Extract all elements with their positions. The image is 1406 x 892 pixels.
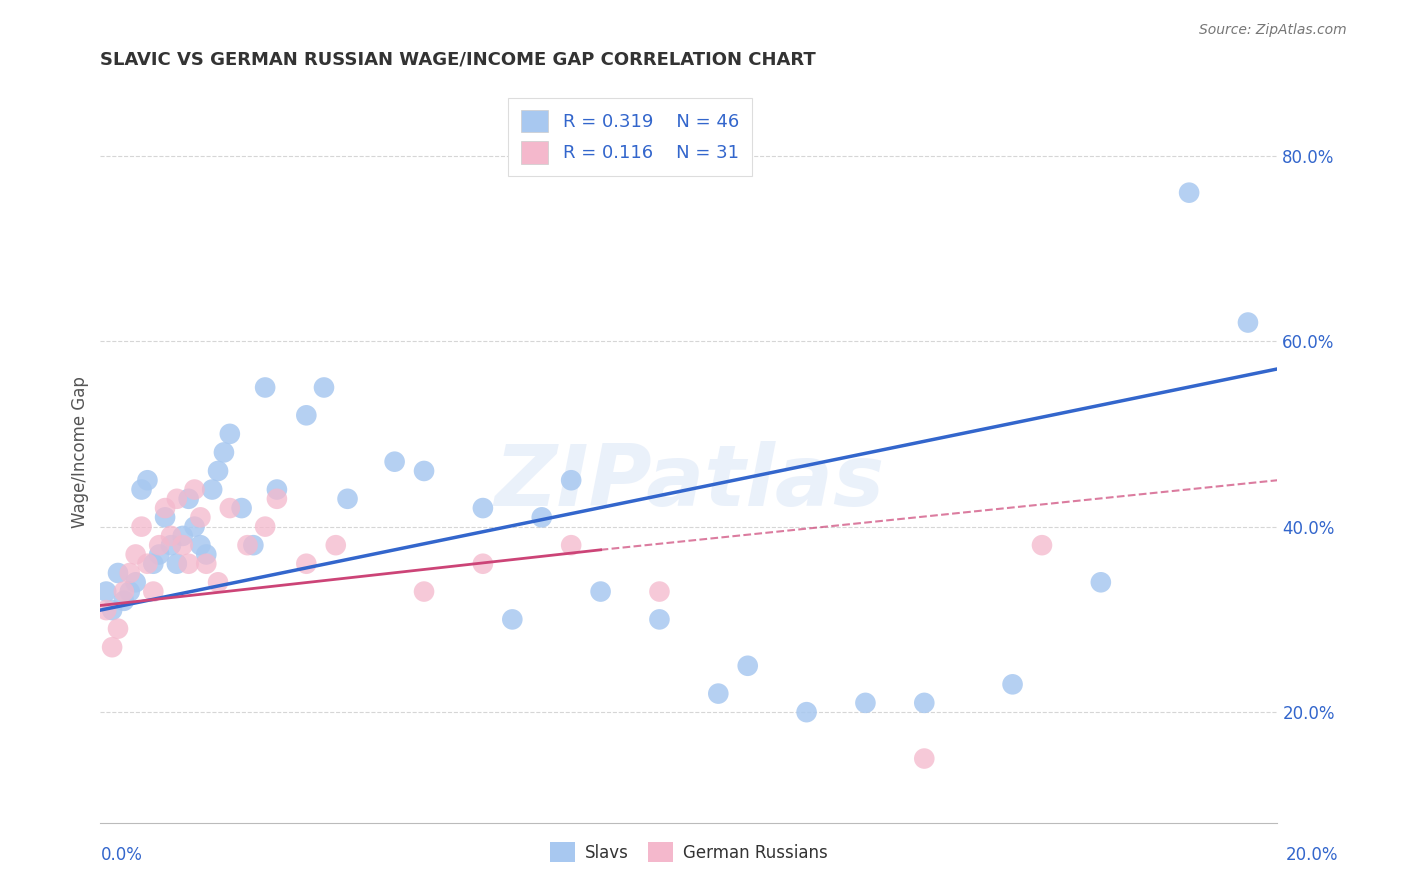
Point — [96, 584, 118, 599]
Point — [560, 538, 582, 552]
Point — [295, 557, 318, 571]
Point — [501, 612, 523, 626]
Point — [131, 519, 153, 533]
Point — [107, 622, 129, 636]
Point — [101, 640, 124, 655]
Point — [796, 705, 818, 719]
Point — [648, 584, 671, 599]
Point — [148, 548, 170, 562]
Point — [648, 612, 671, 626]
Point — [207, 575, 229, 590]
Point — [218, 426, 240, 441]
Point — [153, 501, 176, 516]
Point — [471, 557, 494, 571]
Point — [912, 696, 935, 710]
Text: Source: ZipAtlas.com: Source: ZipAtlas.com — [1199, 23, 1347, 37]
Point — [231, 501, 253, 516]
Point — [160, 529, 183, 543]
Point — [118, 584, 141, 599]
Point — [471, 501, 494, 516]
Point — [153, 510, 176, 524]
Point — [560, 473, 582, 487]
Point — [107, 566, 129, 580]
Y-axis label: Wage/Income Gap: Wage/Income Gap — [72, 376, 89, 528]
Point — [183, 519, 205, 533]
Point — [1031, 538, 1053, 552]
Legend: R = 0.319    N = 46, R = 0.116    N = 31: R = 0.319 N = 46, R = 0.116 N = 31 — [509, 98, 752, 176]
Point — [142, 584, 165, 599]
Point — [254, 519, 277, 533]
Point — [236, 538, 259, 552]
Point — [254, 380, 277, 394]
Point — [1090, 575, 1112, 590]
Point — [118, 566, 141, 580]
Point — [160, 538, 183, 552]
Point — [131, 483, 153, 497]
Point — [413, 464, 436, 478]
Point — [148, 538, 170, 552]
Text: 20.0%: 20.0% — [1286, 846, 1339, 863]
Point — [1178, 186, 1201, 200]
Point — [242, 538, 264, 552]
Point — [136, 473, 159, 487]
Point — [207, 464, 229, 478]
Point — [142, 557, 165, 571]
Text: 0.0%: 0.0% — [101, 846, 143, 863]
Point — [312, 380, 335, 394]
Point — [112, 584, 135, 599]
Point — [1237, 316, 1260, 330]
Point — [136, 557, 159, 571]
Point — [177, 557, 200, 571]
Point — [190, 510, 212, 524]
Point — [530, 510, 553, 524]
Point — [183, 483, 205, 497]
Point — [166, 491, 188, 506]
Text: SLAVIC VS GERMAN RUSSIAN WAGE/INCOME GAP CORRELATION CHART: SLAVIC VS GERMAN RUSSIAN WAGE/INCOME GAP… — [100, 51, 815, 69]
Point — [589, 584, 612, 599]
Point — [172, 538, 194, 552]
Point — [201, 483, 224, 497]
Text: ZIPatlas: ZIPatlas — [494, 441, 884, 524]
Point — [413, 584, 436, 599]
Point — [218, 501, 240, 516]
Point — [112, 594, 135, 608]
Point — [384, 455, 406, 469]
Point — [295, 409, 318, 423]
Point — [166, 557, 188, 571]
Point — [707, 687, 730, 701]
Point — [266, 483, 288, 497]
Point — [737, 658, 759, 673]
Point — [124, 548, 146, 562]
Point — [172, 529, 194, 543]
Point — [190, 538, 212, 552]
Point — [336, 491, 359, 506]
Point — [325, 538, 347, 552]
Point — [195, 557, 218, 571]
Point — [212, 445, 235, 459]
Point — [912, 751, 935, 765]
Point — [195, 548, 218, 562]
Point — [266, 491, 288, 506]
Point — [1001, 677, 1024, 691]
Point — [177, 491, 200, 506]
Point — [124, 575, 146, 590]
Point — [96, 603, 118, 617]
Point — [855, 696, 877, 710]
Point — [101, 603, 124, 617]
